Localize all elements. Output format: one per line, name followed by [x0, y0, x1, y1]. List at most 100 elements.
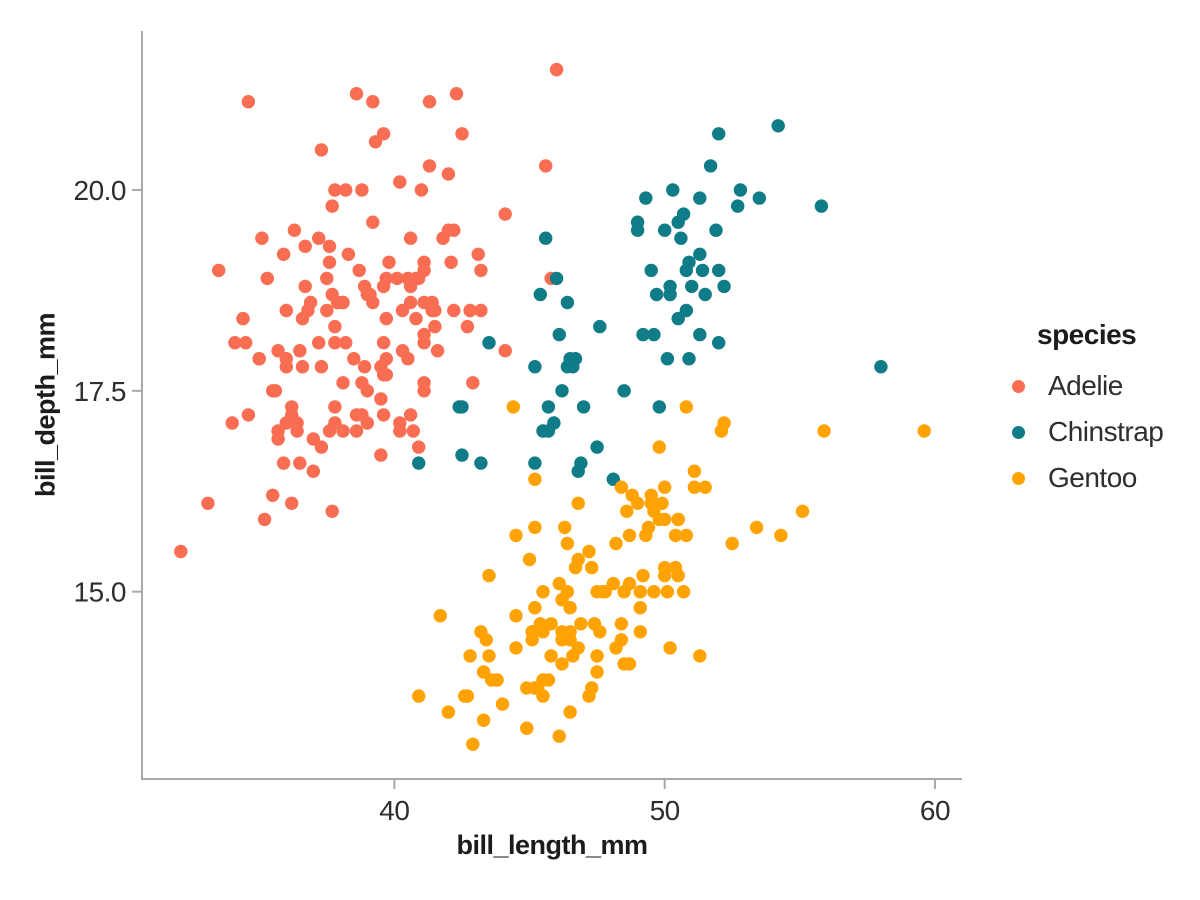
data-point	[555, 657, 569, 671]
data-point	[266, 488, 280, 502]
data-point	[733, 183, 748, 197]
data-point	[212, 263, 226, 278]
data-point	[549, 271, 564, 286]
legend-label-adelie: Adelie	[1048, 370, 1123, 401]
data-point	[647, 585, 661, 599]
data-point	[498, 344, 512, 358]
data-point	[349, 408, 364, 422]
data-point	[731, 199, 745, 213]
data-point	[752, 191, 766, 205]
data-point	[533, 287, 547, 302]
data-point	[725, 536, 739, 551]
data-point	[412, 689, 426, 703]
data-point	[658, 480, 672, 494]
legend-label-chinstrap: Chinstrap	[1048, 416, 1164, 447]
data-point	[685, 279, 699, 294]
y-tick-label: 15.0	[74, 577, 127, 608]
data-point	[509, 528, 523, 543]
data-point	[252, 352, 266, 366]
data-point	[671, 512, 685, 527]
data-point	[325, 199, 339, 213]
data-point	[463, 649, 477, 663]
data-point	[609, 536, 623, 551]
data-point	[374, 392, 388, 406]
points-adelie	[174, 62, 564, 559]
data-point	[279, 303, 293, 318]
legend-dot-chinstrap	[1012, 425, 1025, 439]
data-point	[617, 384, 631, 398]
data-point	[325, 504, 339, 518]
data-point	[693, 247, 707, 261]
data-point	[382, 255, 396, 269]
data-point	[428, 303, 442, 318]
data-point	[693, 327, 707, 342]
data-point	[541, 424, 556, 438]
data-point	[390, 271, 404, 286]
data-point	[622, 528, 637, 543]
data-point	[339, 336, 353, 350]
data-point	[682, 352, 696, 366]
data-point	[239, 336, 253, 350]
data-point	[703, 159, 718, 173]
data-point	[306, 464, 320, 478]
data-point	[241, 408, 256, 422]
legend-label-gentoo: Gentoo	[1048, 462, 1137, 493]
legend-item-gentoo: Gentoo	[1012, 455, 1163, 501]
data-point	[295, 311, 310, 326]
data-point	[379, 352, 393, 366]
data-point	[376, 127, 391, 141]
legend-item-adelie: Adelie	[1012, 363, 1163, 409]
data-point	[698, 287, 712, 302]
data-point	[563, 705, 577, 719]
data-point	[460, 319, 475, 334]
data-point	[474, 456, 488, 470]
data-point	[563, 601, 577, 615]
data-point	[298, 279, 312, 294]
data-point	[679, 303, 693, 318]
data-point	[479, 633, 493, 647]
data-point	[633, 585, 647, 599]
data-point	[630, 215, 645, 229]
data-point	[360, 416, 374, 430]
data-point	[476, 665, 491, 679]
data-point	[593, 319, 607, 334]
data-point	[339, 183, 353, 197]
data-point	[541, 673, 556, 687]
data-point	[474, 263, 488, 278]
data-point	[660, 352, 675, 366]
data-point	[558, 520, 572, 535]
data-point	[314, 143, 329, 157]
data-point	[471, 247, 485, 261]
data-point	[287, 223, 302, 237]
data-point	[717, 279, 731, 294]
data-point	[712, 336, 726, 350]
data-point	[422, 159, 437, 173]
data-point	[355, 376, 369, 390]
data-point	[279, 416, 293, 430]
data-point	[328, 400, 342, 414]
data-point	[293, 456, 307, 470]
y-axis-title: bill_depth_mm	[30, 312, 61, 498]
data-point	[560, 585, 575, 599]
data-point	[528, 456, 542, 470]
data-point	[582, 544, 596, 559]
data-point	[617, 657, 631, 671]
data-point	[536, 625, 550, 639]
data-point	[663, 287, 677, 302]
data-point	[587, 617, 602, 631]
data-point	[271, 424, 285, 438]
data-point	[771, 119, 785, 133]
data-point	[379, 271, 393, 286]
data-point	[644, 263, 658, 278]
data-point	[347, 352, 361, 366]
data-point	[528, 520, 542, 535]
data-point	[495, 697, 510, 711]
data-point	[693, 191, 707, 205]
x-axis-title: bill_length_mm	[456, 830, 648, 860]
data-point	[658, 560, 672, 575]
data-point	[644, 496, 658, 510]
data-point	[571, 552, 585, 567]
data-point	[649, 287, 664, 302]
data-point	[312, 231, 326, 245]
